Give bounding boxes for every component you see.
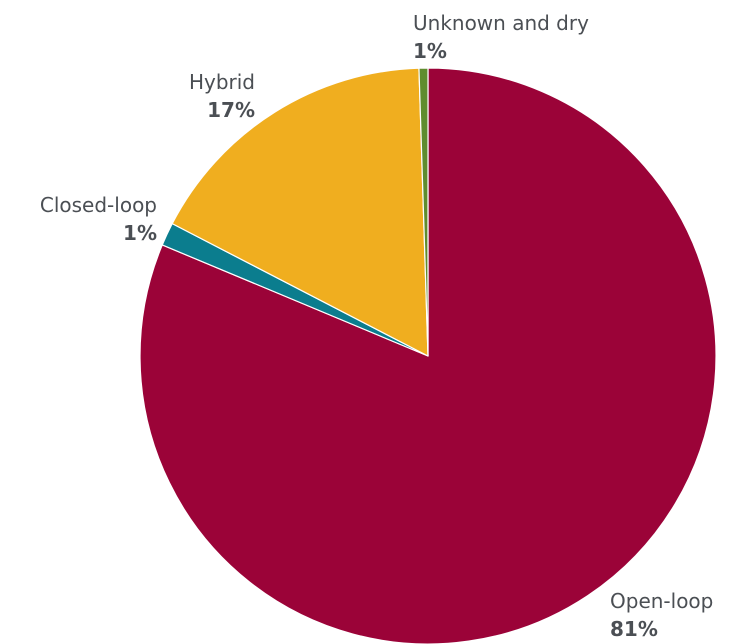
slice-value-unknown-and-dry: 1% — [413, 39, 447, 63]
slice-label-open-loop: Open-loop — [610, 589, 713, 613]
pie-slices — [139, 67, 717, 644]
slice-labels: Unknown and dry 1% Hybrid 17% Closed-loo… — [40, 11, 713, 641]
pie-slice-hybrid — [171, 67, 429, 357]
pie-slice-unknown-and-dry — [418, 67, 429, 357]
slice-label-hybrid: Hybrid — [189, 70, 255, 94]
slice-label-unknown-and-dry: Unknown and dry — [413, 11, 589, 35]
slice-value-closed-loop: 1% — [123, 221, 157, 245]
slice-value-open-loop: 81% — [610, 617, 658, 641]
slice-value-hybrid: 17% — [207, 98, 255, 122]
slice-label-closed-loop: Closed-loop — [40, 193, 157, 217]
pie-slice-open-loop — [139, 67, 717, 644]
